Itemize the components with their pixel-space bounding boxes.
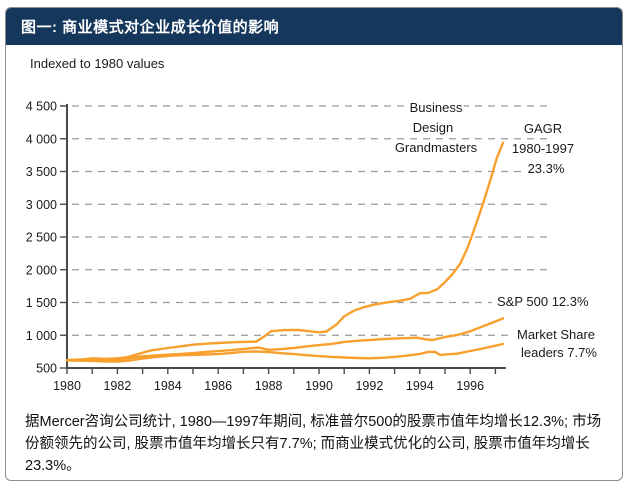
gagr-label-line2: 1980-1997 [512, 141, 574, 156]
y-tick-label-4000: 4 000 [26, 132, 57, 146]
chart-subtitle: Indexed to 1980 values [30, 56, 165, 71]
market-share-label-line1: Market Share [517, 327, 595, 342]
x-tick-label-1986: 1986 [204, 379, 232, 393]
grandmasters-label-line3: Grandmasters [395, 140, 478, 155]
figure-title: 图一: 商业模式对企业成长价值的影响 [21, 19, 280, 36]
series-line-0 [65, 141, 505, 362]
y-tick-label-4500: 4 500 [26, 100, 57, 114]
x-tick-label-1990: 1990 [305, 379, 333, 393]
sp500-label: S&P 500 12.3% [497, 294, 589, 309]
y-tick-label-3000: 3 000 [26, 198, 57, 212]
x-tick-label-1980: 1980 [53, 379, 81, 393]
y-tick-label-1500: 1 500 [26, 296, 57, 310]
grandmasters-label-line2: Design [413, 120, 453, 135]
series-line-2 [65, 342, 505, 363]
x-tick-label-1992: 1992 [355, 379, 383, 393]
gagr-label-line1: GAGR [524, 121, 562, 136]
x-tick-label-1994: 1994 [406, 379, 434, 393]
grandmasters-label-line1: Business [410, 100, 463, 115]
y-tick-label-2000: 2 000 [26, 263, 57, 277]
y-tick-label-3500: 3 500 [26, 165, 57, 179]
x-tick-label-1982: 1982 [103, 379, 131, 393]
figure-title-bar: 图一: 商业模式对企业成长价值的影响 [6, 8, 622, 45]
y-tick-label-1000: 1 000 [26, 329, 57, 343]
growth-index-chart: 500 1 000 1 500 2 000 2 500 3 000 3 500 4 000 4 … [26, 98, 600, 393]
market-share-label-line2: leaders 7.7% [521, 345, 597, 360]
annotation-layer: Business Design Grandmasters GAGR 1980-1… [393, 98, 600, 362]
x-tick-label-1988: 1988 [255, 379, 283, 393]
x-tick-label-1984: 1984 [154, 379, 182, 393]
source-footnote: 据Mercer咨询公司统计, 1980—1997年期间, 标准普尔500的股票市… [25, 414, 602, 474]
gagr-label-line3: 23.3% [528, 161, 565, 176]
series-line-1 [65, 317, 505, 362]
y-tick-label-500: 500 [36, 362, 57, 376]
figure-card: 图一: 商业模式对企业成长价值的影响 Indexed to 1980 value… [5, 7, 623, 481]
x-tick-label-1996: 1996 [456, 379, 484, 393]
y-tick-label-2500: 2 500 [26, 231, 57, 245]
